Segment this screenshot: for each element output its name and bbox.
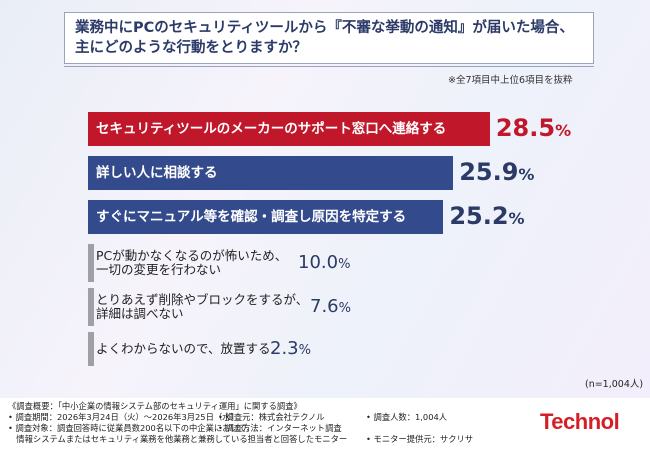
question-title-line2: 主にどのような行動をとりますか？ <box>75 40 307 56</box>
sample-size-note: (n=1,004人) <box>585 379 644 390</box>
bar-value-5: 7.6% <box>310 296 351 317</box>
question-title-line1: 業務中にPCのセキュリティツールから『不審な挙動の通知』が届いた場合、 <box>75 20 574 36</box>
question-title-box: 業務中にPCのセキュリティツールから『不審な挙動の通知』が届いた場合、 主にどの… <box>64 12 594 64</box>
bar-label-line: とりあえず削除やブロックをするが、 <box>96 292 309 307</box>
bar-value-2: 25.9% <box>459 158 534 186</box>
bar-value-unit: % <box>508 209 525 228</box>
bar-value-number: 10.0 <box>298 252 339 273</box>
technol-logo: Technol <box>540 409 620 434</box>
survey-info-col2: • 調査元：株式会社テクノル • 調査方法：インターネット調査 <box>218 412 342 433</box>
bar-label-line: 詳細は調べない <box>96 306 184 321</box>
survey-heading: 《調査概要：「中小企業の情報システム部のセキュリティ運用」に関する調査》 <box>8 401 302 411</box>
bar-value-unit: % <box>338 301 351 316</box>
bar-value-4: 10.0% <box>298 252 350 273</box>
bar-value-unit: % <box>298 343 311 358</box>
bar-label-line: 詳しい人に相談する <box>96 165 218 181</box>
bar-label-6: よくわからないので、放置する <box>96 342 271 356</box>
survey-count: • 調査人数：1,004人 <box>366 412 448 422</box>
survey-period: • 調査期間：2026年3月24日（火）～2026年3月25日（水） <box>8 412 239 422</box>
survey-monitor: • モニター提供元：サクリサ <box>366 434 474 444</box>
survey-target: • 調査対象：調査回答時に従業員数200名以下の中企業において、 <box>8 423 255 433</box>
bar-1 <box>88 112 490 146</box>
bar-label-4: PCが動かなくなるのが怖いため、 一切の変更を行わない <box>96 249 287 277</box>
bar-value-unit: % <box>518 165 535 184</box>
bar-value-number: 2.3 <box>270 338 299 359</box>
survey-method: • 調査方法：インターネット調査 <box>218 423 342 433</box>
bar-5 <box>88 288 94 326</box>
survey-footer <box>0 398 650 450</box>
bar-label-1: セキュリティツールのメーカーのサポート窓口へ連絡する <box>96 121 446 137</box>
survey-target-cont: 情報システムまたはセキュリティ業務を他業務と兼務している担当者と回答したモニター <box>8 434 348 444</box>
bar-label-2: 詳しい人に相談する <box>96 165 218 181</box>
bar-value-3: 25.2% <box>449 202 524 230</box>
title-divider <box>64 66 594 67</box>
survey-source: • 調査元：株式会社テクノル <box>218 412 325 422</box>
bar-label-line: セキュリティツールのメーカーのサポート窓口へ連絡する <box>96 121 447 137</box>
bar-label-line: よくわからないので、放置する <box>96 341 271 356</box>
bar-value-number: 25.2 <box>449 202 509 230</box>
bar-value-unit: % <box>338 257 351 272</box>
bar-value-number: 7.6 <box>310 296 339 317</box>
bar-3 <box>88 200 444 234</box>
bar-value-1: 28.5% <box>496 114 571 142</box>
bar-label-line: PCが動かなくなるのが怖いため、 <box>96 248 288 263</box>
survey-info-col1: 《調査概要：「中小企業の情報システム部のセキュリティ運用」に関する調査》 • 調… <box>8 401 347 445</box>
bar-value-unit: % <box>555 121 572 140</box>
bar-2 <box>88 156 454 190</box>
survey-info-col3: • 調査人数：1,004人 <box>366 412 447 423</box>
bar-label-3: すぐにマニュアル等を確認・調査し原因を特定する <box>96 209 406 225</box>
bar-label-line: 一切の変更を行わない <box>96 262 222 277</box>
bar-value-number: 25.9 <box>459 158 519 186</box>
bar-label-line: すぐにマニュアル等を確認・調査し原因を特定する <box>96 209 407 225</box>
extract-note: ※全7項目中上位6項目を抜粋 <box>448 75 573 86</box>
bar-value-6: 2.3% <box>270 338 311 359</box>
bar-4 <box>88 244 94 282</box>
bar-label-5: とりあえず削除やブロックをするが、 詳細は調べない <box>96 293 308 321</box>
bar-6 <box>88 332 94 366</box>
bar-value-number: 28.5 <box>495 114 556 142</box>
survey-info-col3b: • モニター提供元：サクリサ <box>366 434 473 445</box>
